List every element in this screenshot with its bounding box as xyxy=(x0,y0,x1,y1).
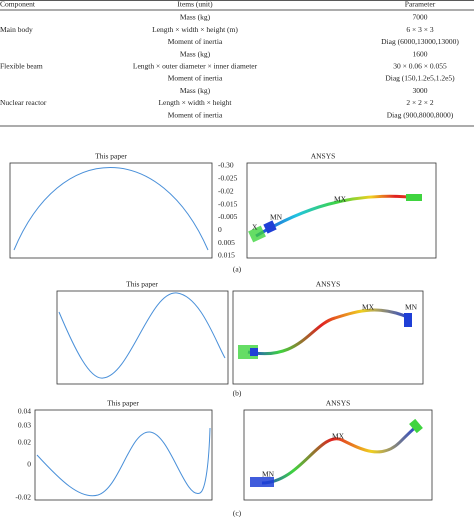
panel-title: This paper xyxy=(95,152,127,161)
parameter-cell: Diag (6000,13000,13000) xyxy=(381,37,459,46)
tick-label: -0.005 xyxy=(218,212,238,221)
item-cell: Moment of inertia xyxy=(168,37,223,46)
item-cell: Mass (kg) xyxy=(180,49,211,58)
table-header: Component xyxy=(0,0,36,9)
tick-label: -0.025 xyxy=(218,174,238,183)
component-name: Nuclear reactor xyxy=(0,98,47,107)
tick-label: 0.005 xyxy=(218,238,235,247)
tick-label: 0 xyxy=(218,225,222,234)
figure-caption: (a) xyxy=(233,265,242,274)
tick-label: -0.30 xyxy=(218,161,234,170)
figure-caption: (c) xyxy=(233,509,242,518)
component-name: Flexible beam xyxy=(0,62,43,71)
ansys-body xyxy=(250,348,258,356)
ansys-label: MN xyxy=(270,213,283,222)
ansys-beam xyxy=(261,423,419,485)
item-cell: Moment of inertia xyxy=(168,110,223,119)
ansys-body xyxy=(250,477,274,487)
parameter-cell: 2 × 2 × 2 xyxy=(406,98,433,107)
parameter-cell: 1600 xyxy=(413,49,428,58)
ansys-reactor xyxy=(409,418,423,434)
tick-label: 0.015 xyxy=(218,251,235,260)
tick-label: 0.04 xyxy=(18,407,31,416)
ansys-label: MX xyxy=(362,303,375,312)
panel-title: ANSYS xyxy=(326,399,351,408)
tick-label: 0.02 xyxy=(18,438,31,447)
ansys-label: MX xyxy=(332,432,345,441)
ansys-label: MN xyxy=(405,303,418,312)
parameter-cell: 6 × 3 × 3 xyxy=(406,25,433,34)
panel-title: ANSYS xyxy=(311,152,336,161)
item-cell: Moment of inertia xyxy=(168,74,223,83)
item-cell: Length × width × height xyxy=(158,98,232,107)
ansys-frame xyxy=(243,409,433,501)
parameter-cell: Diag (900,8000,8000) xyxy=(387,110,454,119)
ansys-reactor xyxy=(406,194,422,201)
mode-curve xyxy=(58,292,226,379)
tick-label: 0 xyxy=(27,460,31,469)
mode-curve xyxy=(36,427,211,497)
plot-frame xyxy=(9,162,213,259)
item-cell: Length × outer diameter × inner diameter xyxy=(133,62,258,71)
plot-frame xyxy=(56,290,229,385)
ansys-label: MX xyxy=(334,195,347,204)
tick-label: 0.03 xyxy=(18,421,31,430)
tick-label: -0.02 xyxy=(15,493,31,502)
table-header: Items (unit) xyxy=(177,0,213,9)
tick-label: -0.02 xyxy=(218,186,234,195)
plot-frame xyxy=(34,409,213,501)
parameter-cell: Diag (150,1.2e5,1.2e5) xyxy=(385,74,455,83)
panel-title: This paper xyxy=(126,280,158,289)
ansys-label: MN xyxy=(262,470,275,479)
table-header: Parameter xyxy=(405,0,436,9)
ansys-frame xyxy=(232,290,424,385)
parameter-cell: 7000 xyxy=(413,13,428,22)
parameter-cell: 30 × 0.06 × 0.055 xyxy=(393,62,447,71)
tick-label: -0.015 xyxy=(218,199,238,208)
ansys-body xyxy=(263,220,277,234)
parameter-cell: 3000 xyxy=(413,86,428,95)
item-cell: Mass (kg) xyxy=(180,86,211,95)
ansys-label: X xyxy=(252,223,258,232)
component-name: Main body xyxy=(0,25,33,34)
mode-curve xyxy=(13,167,209,251)
item-cell: Mass (kg) xyxy=(180,13,211,22)
figure-caption: (b) xyxy=(233,389,242,398)
ansys-body xyxy=(248,225,266,243)
item-cell: Length × width × height (m) xyxy=(152,25,238,34)
panel-title: ANSYS xyxy=(316,280,341,289)
ansys-beam xyxy=(247,308,411,356)
panel-title: This paper xyxy=(107,399,139,408)
ansys-frame xyxy=(246,162,437,259)
ansys-reactor xyxy=(404,313,412,327)
